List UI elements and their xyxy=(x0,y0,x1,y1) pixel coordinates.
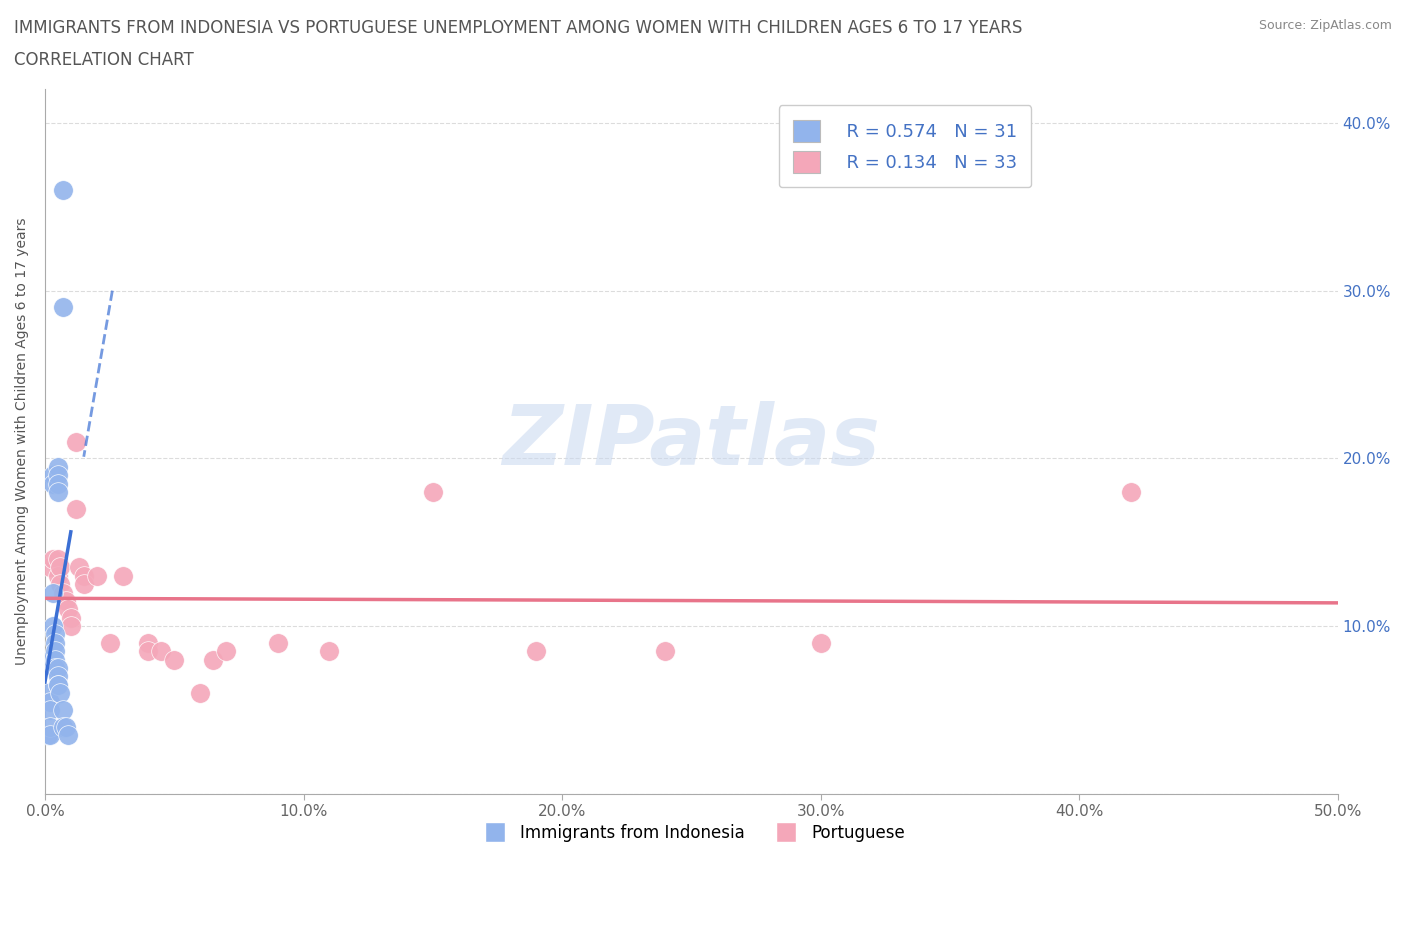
Point xyxy=(44,652,66,667)
Point xyxy=(65,501,87,516)
Point xyxy=(39,694,62,709)
Point xyxy=(46,669,69,684)
Y-axis label: Unemployment Among Women with Children Ages 6 to 17 years: Unemployment Among Women with Children A… xyxy=(15,218,30,665)
Point xyxy=(318,644,340,658)
Point xyxy=(39,560,62,575)
Point xyxy=(52,702,75,717)
Point xyxy=(138,644,160,658)
Point xyxy=(46,660,69,675)
Point xyxy=(524,644,547,658)
Point xyxy=(215,644,238,658)
Point xyxy=(58,602,80,617)
Text: ZIPatlas: ZIPatlas xyxy=(502,401,880,482)
Point xyxy=(39,652,62,667)
Text: IMMIGRANTS FROM INDONESIA VS PORTUGUESE UNEMPLOYMENT AMONG WOMEN WITH CHILDREN A: IMMIGRANTS FROM INDONESIA VS PORTUGUESE … xyxy=(14,19,1022,36)
Point xyxy=(67,560,90,575)
Point xyxy=(52,719,75,734)
Point xyxy=(150,644,173,658)
Point xyxy=(52,585,75,600)
Point xyxy=(73,577,96,591)
Point xyxy=(52,300,75,315)
Point xyxy=(46,459,69,474)
Point xyxy=(39,702,62,717)
Point xyxy=(39,727,62,742)
Point xyxy=(810,635,832,650)
Point xyxy=(266,635,288,650)
Point xyxy=(422,485,444,499)
Point xyxy=(86,568,108,583)
Point xyxy=(46,568,69,583)
Point xyxy=(654,644,676,658)
Point xyxy=(42,585,65,600)
Point xyxy=(44,635,66,650)
Point xyxy=(46,677,69,692)
Point xyxy=(73,568,96,583)
Point xyxy=(49,685,72,700)
Point xyxy=(59,610,82,625)
Point xyxy=(138,635,160,650)
Point xyxy=(46,551,69,566)
Point xyxy=(188,685,211,700)
Point xyxy=(37,685,59,700)
Point xyxy=(39,719,62,734)
Point xyxy=(49,560,72,575)
Point xyxy=(49,577,72,591)
Point xyxy=(55,593,77,608)
Point xyxy=(44,627,66,642)
Point xyxy=(42,468,65,483)
Point xyxy=(42,618,65,633)
Point xyxy=(65,434,87,449)
Point xyxy=(98,635,121,650)
Point xyxy=(44,660,66,675)
Legend: Immigrants from Indonesia, Portuguese: Immigrants from Indonesia, Portuguese xyxy=(471,817,911,849)
Point xyxy=(46,468,69,483)
Point xyxy=(55,719,77,734)
Text: Source: ZipAtlas.com: Source: ZipAtlas.com xyxy=(1258,19,1392,32)
Point xyxy=(42,476,65,491)
Point xyxy=(37,727,59,742)
Point xyxy=(46,677,69,692)
Point xyxy=(46,485,69,499)
Point xyxy=(52,182,75,197)
Point xyxy=(58,727,80,742)
Point xyxy=(42,551,65,566)
Point xyxy=(1119,485,1142,499)
Point xyxy=(111,568,134,583)
Point xyxy=(202,652,225,667)
Point xyxy=(46,476,69,491)
Text: CORRELATION CHART: CORRELATION CHART xyxy=(14,51,194,69)
Point xyxy=(163,652,186,667)
Point xyxy=(44,644,66,658)
Point xyxy=(59,618,82,633)
